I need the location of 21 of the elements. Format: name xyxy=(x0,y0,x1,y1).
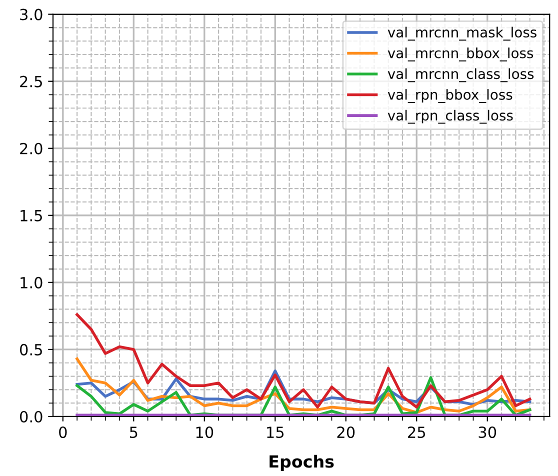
legend-label: val_mrcnn_class_loss xyxy=(388,68,534,82)
legend-label: val_rpn_bbox_loss xyxy=(388,89,512,103)
x-tick-label: 30 xyxy=(478,426,496,438)
y-tick-label: 2.0 xyxy=(20,142,42,154)
legend-label: val_mrcnn_mask_loss xyxy=(388,26,536,41)
y-tick-label: 3.0 xyxy=(20,8,42,20)
y-tick-label: 0.0 xyxy=(20,410,42,423)
x-tick-label: 20 xyxy=(337,426,355,438)
x-tick-label: 5 xyxy=(130,426,138,438)
y-tick-label: 1.0 xyxy=(20,276,42,288)
y-tick-label: 1.5 xyxy=(20,210,42,222)
line-series xyxy=(76,313,532,409)
x-tick-label: 15 xyxy=(267,426,284,438)
y-tick-label: 0.5 xyxy=(20,344,42,356)
y-tick-label: 2.5 xyxy=(20,76,42,88)
x-tick-label: 10 xyxy=(196,426,214,438)
x-tick-label: 0 xyxy=(59,426,67,438)
x-tick-label: 25 xyxy=(408,426,426,438)
x-axis-title: Epochs xyxy=(270,454,334,472)
legend-label: val_rpn_class_loss xyxy=(388,110,513,124)
legend-label: val_mrcnn_bbox_loss xyxy=(388,48,534,62)
